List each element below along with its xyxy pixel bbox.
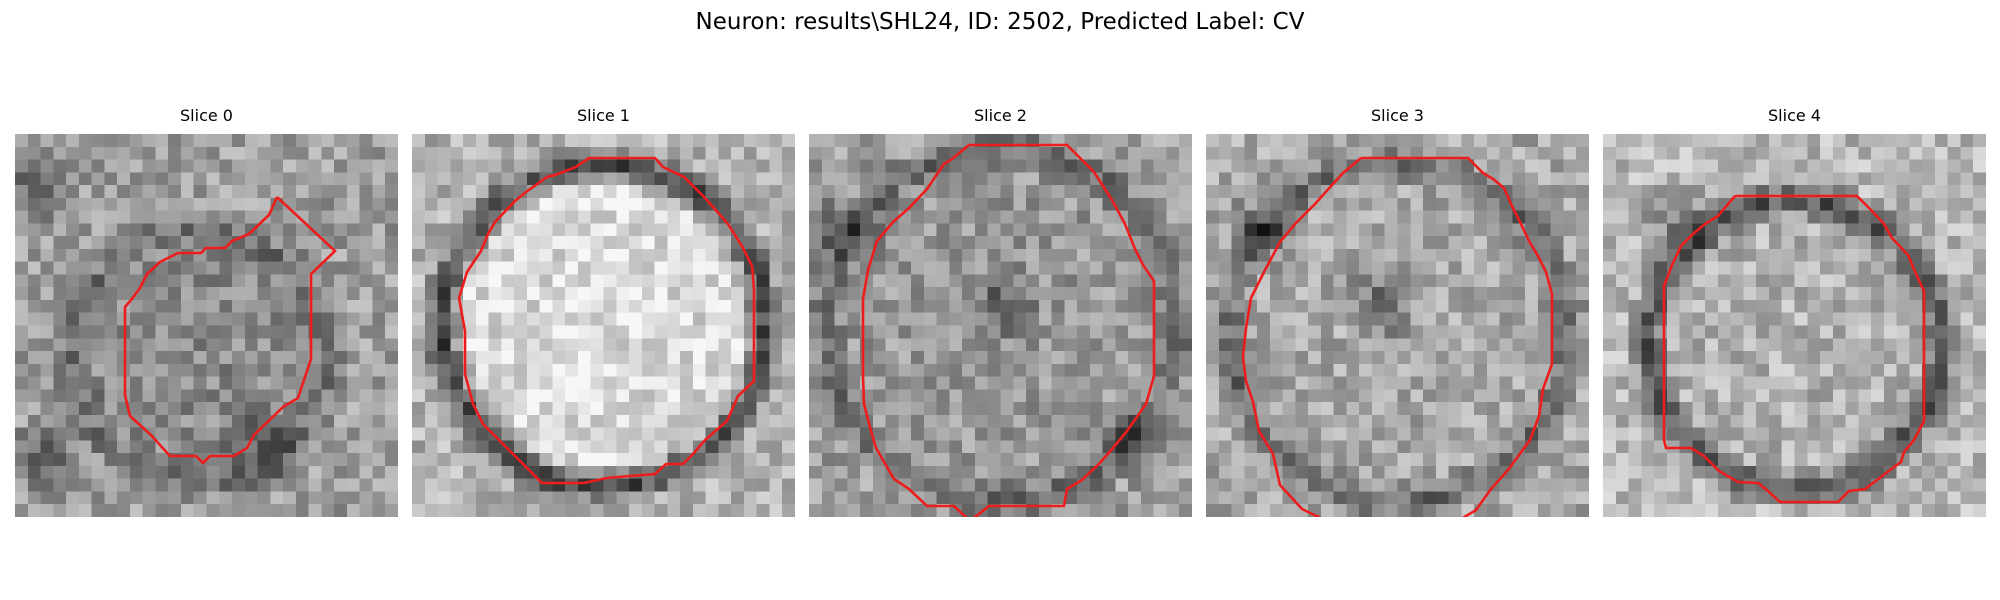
grayscale-image [809,134,1192,517]
slice-panel-3: Slice 3 [1206,106,1589,517]
slice-title: Slice 4 [1768,106,1821,125]
grayscale-image [1603,134,1986,517]
slice-panel-1: Slice 1 [412,106,795,517]
slice-panel-0: Slice 0 [15,106,398,517]
cell-contour [123,196,337,465]
contour-overlay [861,143,1156,517]
grayscale-image [1206,134,1589,517]
grayscale-image [15,134,398,517]
cell-contour [1662,194,1926,504]
grayscale-image [412,134,795,517]
slice-title: Slice 1 [577,106,630,125]
slice-title: Slice 2 [974,106,1027,125]
contour-overlay [123,196,337,465]
contour-overlay [1241,156,1554,517]
slice-panel-2: Slice 2 [809,106,1192,517]
slice-title: Slice 0 [180,106,233,125]
contour-overlay [457,156,756,485]
figure-title: Neuron: results\SHL24, ID: 2502, Predict… [695,9,1305,35]
cell-contour [861,143,1156,517]
cell-contour [457,156,756,485]
slice-title: Slice 3 [1371,106,1424,125]
slice-panel-4: Slice 4 [1603,106,1986,517]
contour-overlay [1662,194,1926,504]
cell-contour [1241,156,1554,517]
